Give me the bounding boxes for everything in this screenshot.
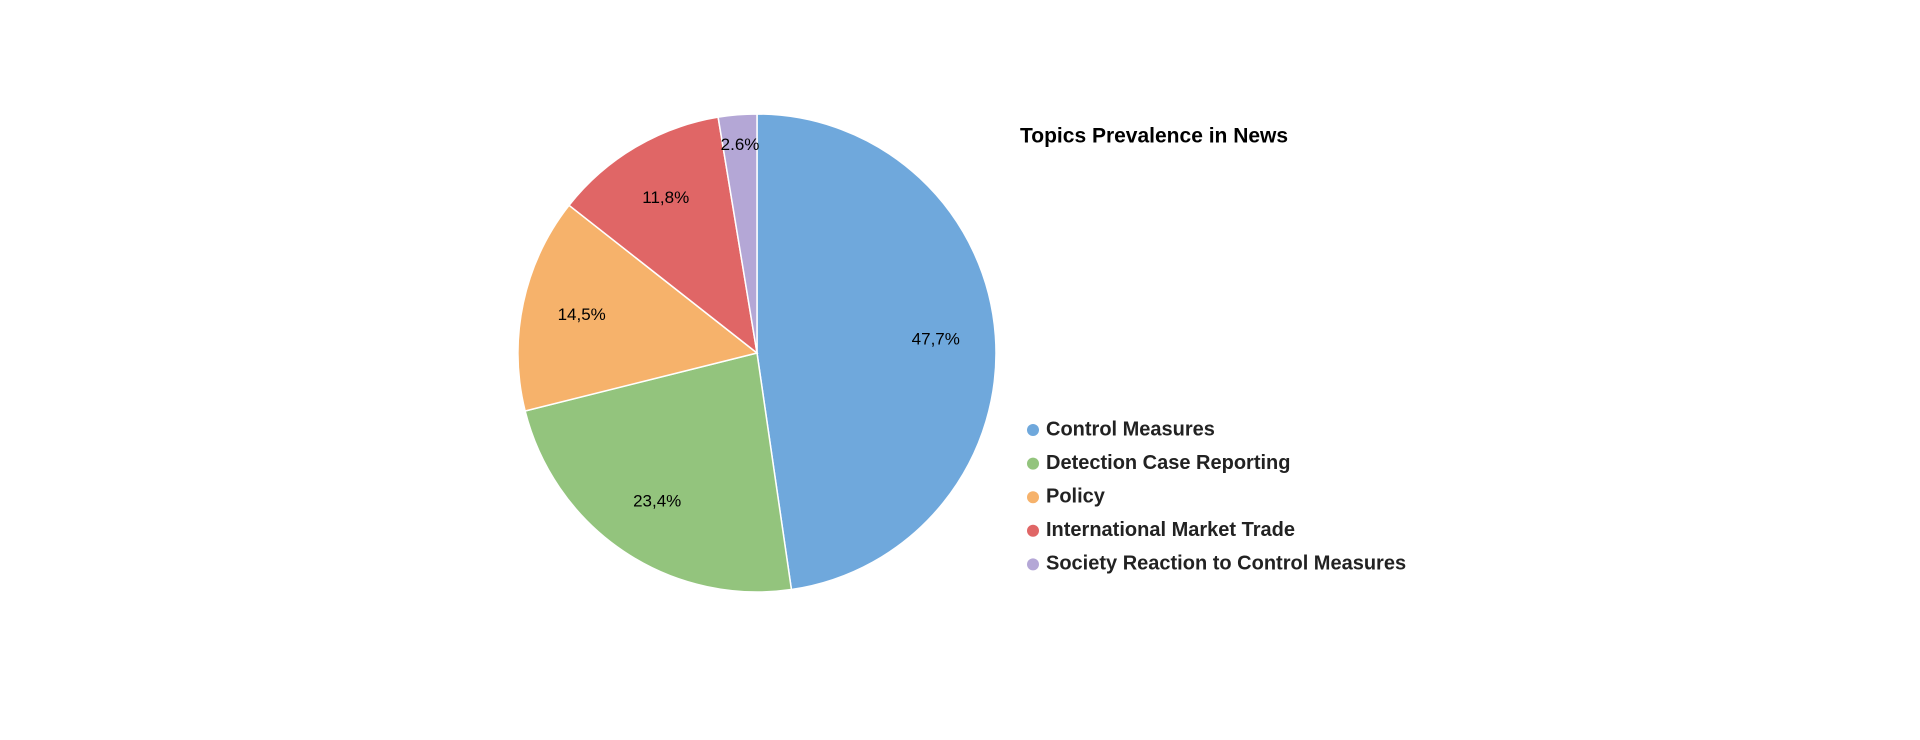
legend-marker: [1027, 457, 1039, 470]
pie-slice: [717, 113, 758, 354]
value-label: 47,7%: [912, 330, 960, 349]
value-label: 23,4%: [633, 491, 681, 510]
legend-marker: [1027, 558, 1039, 571]
chart-title: Topics Prevalence in News: [1020, 125, 1288, 148]
pie-slice: [524, 352, 793, 593]
pie-slice: [756, 113, 997, 591]
pie-slice: [568, 116, 759, 355]
legend-label: Control Measures: [1046, 418, 1215, 440]
legend-label: Policy: [1046, 485, 1106, 507]
pie-slice: [517, 204, 759, 412]
value-label: 11,8%: [642, 188, 689, 207]
value-label: 2.6%: [721, 135, 760, 154]
legend-label: International Market Trade: [1046, 519, 1295, 541]
value-label: 14,5%: [558, 305, 606, 324]
legend-label: Society Reaction to Control Measures: [1046, 553, 1406, 575]
legend-label: Detection Case Reporting: [1046, 452, 1290, 474]
legend-marker: [1027, 491, 1039, 504]
legend-marker: [1027, 424, 1039, 436]
legend-marker: [1027, 524, 1039, 537]
